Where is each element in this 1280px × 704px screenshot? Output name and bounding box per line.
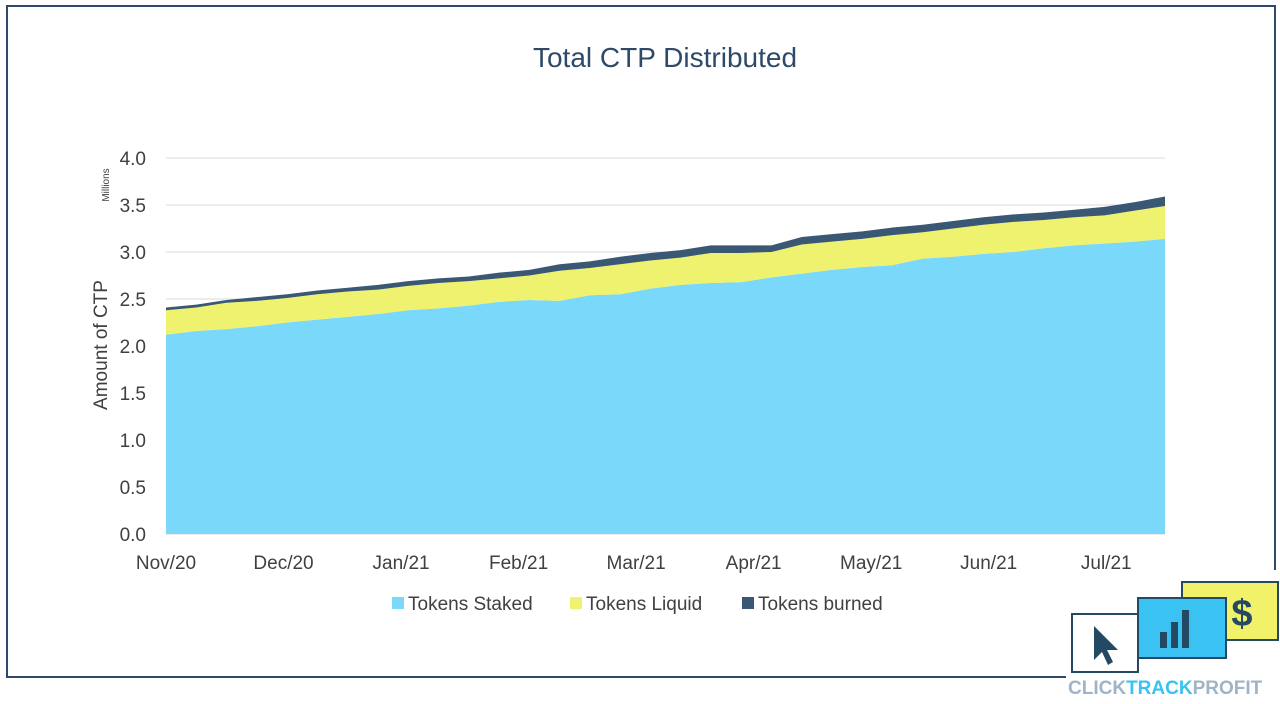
x-tick-label: Dec/20	[253, 553, 313, 574]
legend-label: Tokens Staked	[408, 594, 533, 615]
frame-top-line	[6, 5, 1276, 7]
y-tick-label: 3.0	[120, 243, 146, 264]
dollar-icon: $	[1231, 593, 1252, 635]
x-tick-label: Jan/21	[373, 553, 430, 574]
y-tick-label: 0.5	[120, 478, 146, 499]
logo-word-profit: PROFIT	[1192, 678, 1263, 699]
legend-swatch	[392, 597, 404, 609]
frame-bottom-line	[6, 676, 1066, 678]
cursor-icon	[1094, 626, 1118, 665]
y-tick-labels: 0.0 0.5 1.0 1.5 2.0 2.5 3.0 3.5 4.0	[120, 149, 146, 546]
y-tick-label: 3.5	[120, 196, 146, 217]
legend-swatch	[570, 597, 582, 609]
y-tick-label: 2.5	[120, 290, 146, 311]
svg-text:$: $	[1231, 593, 1252, 635]
y-tick-label: 1.0	[120, 431, 146, 452]
x-tick-label: Mar/21	[607, 553, 666, 574]
legend-swatch	[742, 597, 754, 609]
y-tick-label: 2.0	[120, 337, 146, 358]
legend: Tokens Staked Tokens Liquid Tokens burned	[392, 594, 883, 615]
area-tokens-staked	[166, 238, 1165, 534]
logo-word-click: CLICK	[1068, 678, 1127, 699]
x-tick-label: Apr/21	[726, 553, 782, 574]
legend-label: Tokens burned	[758, 594, 883, 615]
y-tick-label: 0.0	[120, 525, 146, 546]
bar-chart-icon	[1160, 610, 1189, 648]
x-tick-label: Nov/20	[136, 553, 196, 574]
frame-right-line	[1274, 5, 1276, 570]
area-series	[166, 196, 1165, 534]
y-axis-unit-label: Millions	[101, 168, 112, 201]
y-tick-label: 4.0	[120, 149, 146, 170]
logo-word-track: TRACK	[1126, 678, 1193, 699]
chart-title: Total CTP Distributed	[533, 42, 797, 73]
area-tokens-burned	[166, 196, 1165, 311]
logo-wordmark: CLICKTRACKPROFIT	[1068, 678, 1278, 700]
y-axis-label: Amount of CTP	[91, 280, 112, 410]
x-tick-label: May/21	[840, 553, 902, 574]
x-tick-label: Feb/21	[489, 553, 548, 574]
x-tick-labels: Nov/20 Dec/20 Jan/21 Feb/21 Mar/21 Apr/21 May/…	[136, 553, 1132, 574]
y-tick-label: 1.5	[120, 384, 146, 405]
legend-label: Tokens Liquid	[586, 594, 702, 615]
x-tick-label: Jun/21	[960, 553, 1017, 574]
area-tokens-liquid	[166, 205, 1165, 335]
x-tick-label: Jul/21	[1081, 553, 1132, 574]
frame-left-line	[6, 5, 8, 677]
logo-graphic: $	[1071, 581, 1279, 673]
